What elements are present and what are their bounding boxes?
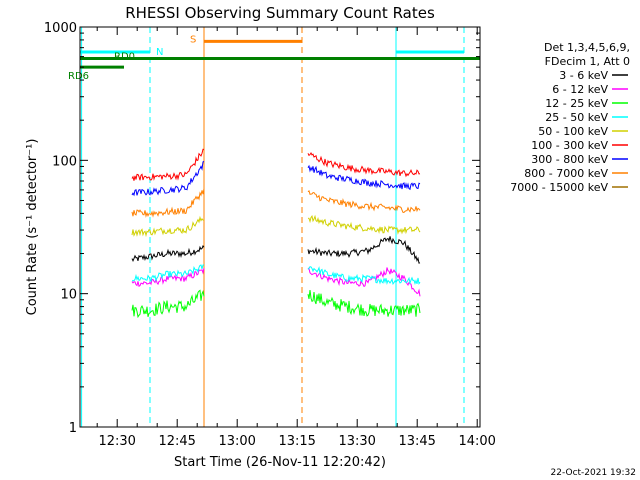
axes: 1 10 100 1000 12:30 12:45 13:00 13:15 13:30 13:45… — [44, 21, 496, 449]
series-line-5-segment-2 — [308, 216, 420, 233]
y-tick-label-2: 10 — [60, 288, 77, 303]
chart-title: RHESSI Observing Summary Count Rates — [125, 4, 435, 22]
legend-label-5: 50 - 100 keV — [538, 125, 608, 138]
series-line-1-segment-2 — [308, 236, 420, 263]
legend-label-3: 12 - 25 keV — [545, 97, 608, 110]
legend-header-line-2: FDecim 1, Att 0 — [545, 55, 630, 68]
legend-label-6: 100 - 300 keV — [531, 139, 608, 152]
series-line-1-segment-1 — [132, 246, 204, 261]
y-tick-label-1: 1 — [69, 421, 77, 436]
legend-label-1: 3 - 6 keV — [559, 69, 608, 82]
series-line-2-segment-2 — [308, 268, 420, 297]
x-tick-label-5: 13:30 — [338, 434, 375, 449]
legend-label-8: 800 - 7000 keV — [524, 167, 608, 180]
flag-label-rd0: RD0 — [114, 52, 135, 63]
flag-label-s: S — [190, 34, 196, 45]
series-line-7-segment-2 — [308, 166, 420, 189]
x-tick-label-3: 13:00 — [218, 434, 255, 449]
flag-label-rd6: RD6 — [68, 71, 89, 82]
series-line-6-segment-1 — [132, 149, 204, 180]
x-tick-label-1: 12:30 — [98, 434, 135, 449]
legend-label-2: 6 - 12 keV — [552, 83, 608, 96]
y-tick-label-3: 100 — [52, 154, 77, 169]
series-line-3-segment-2 — [308, 290, 420, 317]
series-line-4-segment-2 — [308, 267, 420, 284]
legend-header-line-1: Det 1,3,4,5,6,9, — [544, 41, 630, 54]
legend-label-4: 25 - 50 keV — [545, 111, 608, 124]
legend-label-9: 7000 - 15000 keV — [510, 181, 608, 194]
legend-label-7: 300 - 800 keV — [531, 153, 608, 166]
plot-frame — [80, 27, 480, 427]
x-tick-label-6: 13:45 — [398, 434, 435, 449]
x-tick-label-4: 13:15 — [278, 434, 315, 449]
series-line-3-segment-1 — [132, 290, 204, 316]
y-axis-label: Count Rate (s⁻¹ detector⁻¹) — [25, 139, 40, 316]
x-tick-label-7: 14:00 — [458, 434, 495, 449]
y-tick-label-4: 1000 — [44, 21, 77, 36]
x-axis-label: Start Time (26-Nov-11 12:20:42) — [174, 455, 386, 470]
plot-area: N S RD0 RD6 — [68, 27, 480, 427]
rhessi-count-rate-chart: RHESSI Observing Summary Count Rates N S R… — [0, 0, 640, 480]
generation-timestamp: 22-Oct-2021 19:32 — [551, 468, 636, 478]
series-line-8-segment-2 — [308, 191, 420, 213]
flag-label-n: N — [156, 47, 163, 58]
series-line-5-segment-1 — [132, 218, 204, 236]
x-tick-label-2: 12:45 — [158, 434, 195, 449]
